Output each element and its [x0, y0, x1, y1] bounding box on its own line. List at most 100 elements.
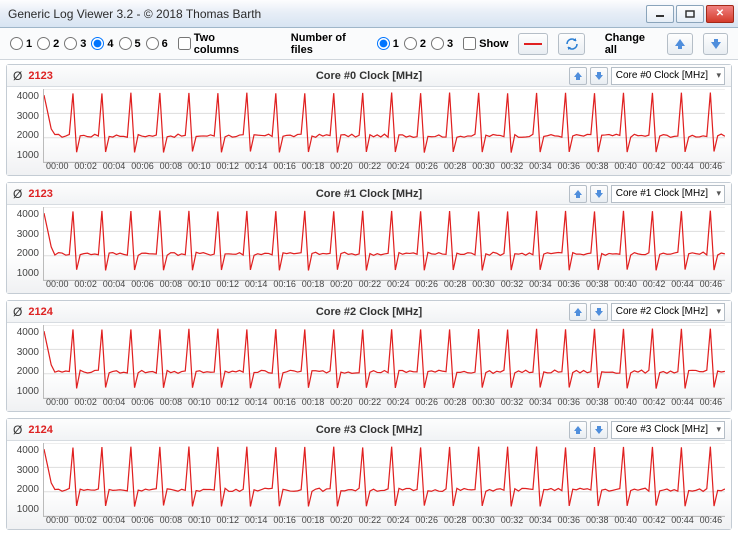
x-tick-label: 00:34: [526, 515, 554, 529]
numfiles-radio-option-2[interactable]: 2: [404, 37, 426, 50]
y-tick-label: 4000: [9, 91, 39, 102]
y-tick-label: 2000: [9, 130, 39, 141]
x-tick-label: 00:20: [327, 279, 355, 293]
x-tick-label: 00:22: [356, 515, 384, 529]
refresh-icon: [564, 37, 579, 51]
y-axis: 4000300020001000: [9, 443, 43, 529]
y-tick-label: 1000: [9, 504, 39, 515]
numfiles-radio-label: 3: [447, 38, 453, 50]
x-tick-label: 00:00: [43, 279, 71, 293]
maximize-button[interactable]: [676, 5, 704, 23]
y-axis: 4000300020001000: [9, 325, 43, 411]
chart-body: 400030002000100000:0000:0200:0400:0600:0…: [7, 323, 731, 411]
x-tick-label: 00:42: [640, 279, 668, 293]
series-dropdown[interactable]: Core #0 Clock [MHz]: [611, 67, 725, 85]
chart-body: 400030002000100000:0000:0200:0400:0600:0…: [7, 441, 731, 529]
x-tick-label: 00:08: [157, 515, 185, 529]
x-tick-label: 00:46: [697, 397, 725, 411]
x-tick-label: 00:26: [412, 161, 440, 175]
chart-up-button[interactable]: [569, 421, 587, 439]
series-dropdown[interactable]: Core #1 Clock [MHz]: [611, 185, 725, 203]
chart-up-button[interactable]: [569, 67, 587, 85]
chart-down-button[interactable]: [590, 185, 608, 203]
y-tick-label: 3000: [9, 465, 39, 476]
view-radio-option-3[interactable]: 3: [64, 37, 86, 50]
view-radio-option-2[interactable]: 2: [37, 37, 59, 50]
x-tick-label: 00:02: [71, 161, 99, 175]
series-dropdown-value: Core #0 Clock [MHz]: [616, 70, 708, 81]
view-radio-label: 2: [53, 38, 59, 50]
series-dropdown[interactable]: Core #2 Clock [MHz]: [611, 303, 725, 321]
x-axis: 00:0000:0200:0400:0600:0800:1000:1200:14…: [43, 161, 725, 175]
x-tick-label: 00:28: [441, 279, 469, 293]
x-tick-label: 00:14: [242, 279, 270, 293]
avg-symbol: Ø: [13, 423, 22, 437]
x-tick-label: 00:40: [611, 397, 639, 411]
chart-panel-core2: Ø2124Core #2 Clock [MHz]Core #2 Clock [M…: [6, 300, 732, 412]
chart-down-button[interactable]: [590, 67, 608, 85]
x-tick-label: 00:20: [327, 161, 355, 175]
chart-down-button[interactable]: [590, 421, 608, 439]
y-tick-label: 4000: [9, 209, 39, 220]
chart-down-button[interactable]: [590, 303, 608, 321]
chart-up-button[interactable]: [569, 185, 587, 203]
x-tick-label: 00:10: [185, 161, 213, 175]
refresh-button[interactable]: [558, 33, 585, 55]
chart-panel-core3: Ø2124Core #3 Clock [MHz]Core #3 Clock [M…: [6, 418, 732, 530]
view-radio-option-4[interactable]: 4: [91, 37, 113, 50]
view-radio-option-5[interactable]: 5: [119, 37, 141, 50]
series-dropdown[interactable]: Core #3 Clock [MHz]: [611, 421, 725, 439]
x-tick-label: 00:46: [697, 515, 725, 529]
move-down-button[interactable]: [703, 33, 728, 55]
y-tick-label: 4000: [9, 327, 39, 338]
chart-panel-core1: Ø2123Core #1 Clock [MHz]Core #1 Clock [M…: [6, 182, 732, 294]
numfiles-radio-option-1[interactable]: 1: [377, 37, 399, 50]
legend-line-button[interactable]: [518, 33, 547, 55]
close-button[interactable]: ✕: [706, 5, 734, 23]
x-tick-label: 00:28: [441, 515, 469, 529]
x-tick-label: 00:38: [583, 397, 611, 411]
x-tick-label: 00:22: [356, 397, 384, 411]
x-tick-label: 00:12: [214, 279, 242, 293]
chart-header: Ø2123Core #1 Clock [MHz]Core #1 Clock [M…: [7, 183, 731, 205]
minimize-button[interactable]: [646, 5, 674, 23]
move-up-button[interactable]: [667, 33, 692, 55]
view-radio-option-6[interactable]: 6: [146, 37, 168, 50]
change-all-label: Change all: [605, 32, 658, 56]
x-tick-label: 00:30: [469, 397, 497, 411]
x-tick-label: 00:22: [356, 279, 384, 293]
plot-svg: [43, 89, 725, 163]
x-tick-label: 00:38: [583, 279, 611, 293]
x-tick-label: 00:34: [526, 397, 554, 411]
x-tick-label: 00:40: [611, 515, 639, 529]
x-tick-label: 00:18: [299, 161, 327, 175]
toolbar: 123456 Two columns Number of files 123 S…: [0, 28, 738, 60]
x-tick-label: 00:14: [242, 161, 270, 175]
x-tick-label: 00:40: [611, 161, 639, 175]
show-checkbox[interactable]: Show: [463, 37, 508, 50]
x-tick-label: 00:24: [384, 279, 412, 293]
charts-container: Ø2123Core #0 Clock [MHz]Core #0 Clock [M…: [0, 60, 738, 558]
window-title: Generic Log Viewer 3.2 - © 2018 Thomas B…: [8, 7, 646, 21]
x-tick-label: 00:02: [71, 515, 99, 529]
x-tick-label: 00:04: [100, 279, 128, 293]
x-tick-label: 00:12: [214, 515, 242, 529]
series-line: [44, 211, 725, 271]
x-tick-label: 00:14: [242, 397, 270, 411]
x-tick-label: 00:38: [583, 515, 611, 529]
x-tick-label: 00:30: [469, 279, 497, 293]
x-tick-label: 00:24: [384, 161, 412, 175]
avg-value: 2123: [28, 188, 52, 200]
two-columns-checkbox[interactable]: Two columns: [178, 32, 259, 56]
chart-header: Ø2124Core #3 Clock [MHz]Core #3 Clock [M…: [7, 419, 731, 441]
window-titlebar: Generic Log Viewer 3.2 - © 2018 Thomas B…: [0, 0, 738, 28]
num-files-label: Number of files: [291, 32, 367, 56]
x-tick-label: 00:34: [526, 161, 554, 175]
x-tick-label: 00:04: [100, 161, 128, 175]
view-radio-label: 3: [80, 38, 86, 50]
chart-up-button[interactable]: [569, 303, 587, 321]
avg-value: 2124: [28, 424, 52, 436]
view-radio-option-1[interactable]: 1: [10, 37, 32, 50]
two-columns-label: Two columns: [194, 32, 259, 56]
numfiles-radio-option-3[interactable]: 3: [431, 37, 453, 50]
